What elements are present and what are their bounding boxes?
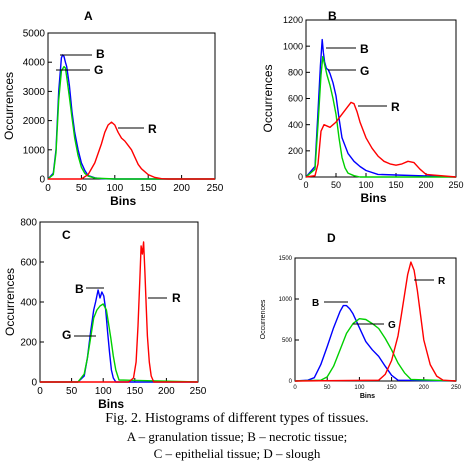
panel-label: C (62, 228, 71, 242)
histogram-panel-c: 0 50 100 150 200 250 0 200 400 600 800 Bins Occurren… (3, 218, 207, 412)
x-tick-label: 0 (37, 386, 43, 397)
y-tick-label: 800 (20, 218, 37, 229)
y-tick-label: 600 (288, 94, 303, 104)
panel-label: A (84, 9, 93, 23)
x-tick-label: 250 (207, 183, 224, 194)
x-tick-label: 200 (173, 183, 190, 194)
x-tick-label: 250 (448, 180, 463, 190)
annotation-label: R (391, 100, 400, 114)
x-tick-label: 200 (418, 180, 433, 190)
series-line-r (48, 121, 215, 180)
figure-caption-line-2: C – epithelial tissue; D – slough (153, 446, 321, 461)
plot-frame (305, 19, 457, 178)
y-tick-label: 1000 (279, 297, 293, 303)
y-tick-label: 1000 (23, 145, 46, 156)
x-tick-label: 100 (106, 183, 123, 194)
x-tick-label: 50 (66, 386, 78, 397)
y-tick-label: 2000 (23, 116, 46, 127)
x-tick-label: 150 (388, 180, 403, 190)
annotation-label: R (148, 122, 157, 136)
annotation-label: G (388, 320, 396, 331)
histogram-panel-a: 0 50 100 150 200 250 0 1000 2000 3000 4000 5000 Bins… (2, 9, 224, 208)
series-line-b (47, 54, 215, 180)
x-tick-label: 50 (324, 385, 331, 391)
x-tick-label: 250 (190, 386, 207, 397)
x-tick-label: 200 (158, 386, 175, 397)
annotation-label: G (94, 63, 103, 77)
y-tick-label: 4000 (23, 58, 46, 69)
x-tick-label: 100 (95, 386, 112, 397)
series-line-g (40, 303, 199, 383)
annotation-label: B (75, 282, 84, 296)
x-tick-label: 0 (45, 183, 51, 194)
annotation-label: R (172, 291, 181, 305)
x-tick-label: 100 (358, 180, 373, 190)
figure-caption-title: Fig. 2. Histograms of different types of… (105, 411, 369, 426)
y-tick-label: 0 (31, 378, 37, 389)
figure-caption-line-1: A – granulation tissue; B – necrotic tis… (126, 429, 348, 444)
y-tick-label: 200 (20, 338, 37, 349)
series-line-g (47, 65, 215, 180)
x-tick-label: 250 (451, 385, 462, 391)
series-line-r (40, 241, 198, 383)
y-tick-label: 5000 (23, 29, 46, 40)
x-tick-label: 200 (419, 385, 430, 391)
series-line-g (305, 55, 456, 178)
series-line-b (305, 38, 457, 178)
histogram-panel-d: 0 50 100 150 200 250 0 500 1000 1500 Bins Occurrenc… (260, 231, 462, 400)
y-tick-label: 500 (282, 338, 293, 344)
x-tick-label: 150 (140, 183, 157, 194)
y-tick-label: 3000 (23, 87, 46, 98)
x-axis-label: Bins (110, 194, 136, 208)
plot-frame (294, 257, 457, 382)
y-tick-label: 0 (298, 172, 303, 182)
series-line-r (294, 261, 457, 382)
y-tick-label: 1500 (279, 256, 293, 262)
panel-label: B (328, 9, 337, 23)
annotation-label: B (312, 298, 319, 309)
histogram-panel-b: 0 50 100 150 200 250 0 200 400 600 800 1000 1200 Bins… (261, 9, 464, 205)
y-axis-label: Occurrences (3, 268, 17, 336)
x-tick-label: 150 (387, 385, 398, 391)
x-axis-label: Bins (360, 393, 375, 400)
y-tick-label: 400 (20, 298, 37, 309)
y-axis-label: Occurrences (261, 64, 275, 132)
x-axis-label: Bins (98, 397, 124, 411)
y-axis-label: Occurrences (260, 299, 267, 339)
series-line-r (305, 101, 457, 178)
x-tick-label: 100 (354, 385, 365, 391)
annotation-label: G (62, 328, 71, 342)
y-tick-label: 600 (20, 258, 37, 269)
x-tick-label: 0 (303, 180, 308, 190)
y-tick-label: 0 (289, 379, 293, 385)
series-line-g (294, 318, 457, 382)
y-tick-label: 800 (288, 67, 303, 77)
y-tick-label: 200 (288, 146, 303, 156)
x-axis-label: Bins (360, 191, 386, 205)
x-tick-label: 50 (331, 180, 341, 190)
y-axis-label: Occurrences (2, 72, 16, 140)
annotation-label: B (360, 42, 369, 56)
y-tick-label: 0 (39, 175, 45, 186)
annotation-label: G (360, 64, 369, 78)
y-tick-label: 400 (288, 120, 303, 130)
series-line-b (294, 304, 457, 382)
annotation-label: R (438, 276, 446, 287)
panel-label: D (327, 231, 336, 245)
annotation-label: B (96, 47, 105, 61)
y-tick-label: 1000 (283, 41, 303, 51)
x-tick-label: 0 (293, 385, 297, 391)
x-tick-label: 50 (76, 183, 88, 194)
x-tick-label: 150 (126, 386, 143, 397)
y-tick-label: 1200 (283, 15, 303, 25)
